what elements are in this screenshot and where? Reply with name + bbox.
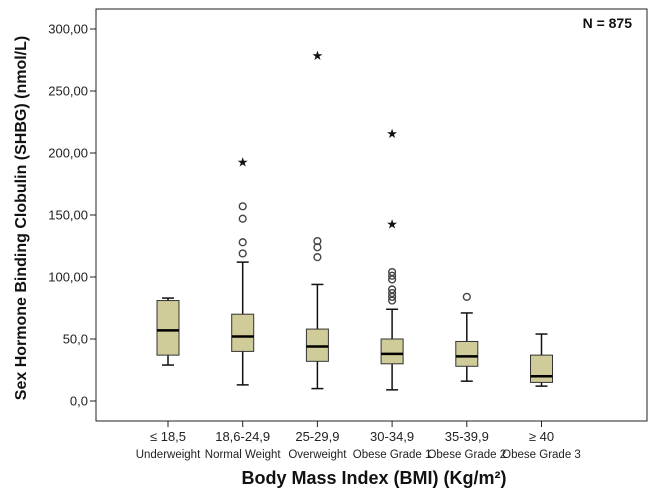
x-tick-sublabel: Overweight xyxy=(288,449,347,461)
outlier-point xyxy=(238,214,247,223)
extreme-point: ★ xyxy=(386,127,398,142)
outlier-point xyxy=(388,285,397,294)
x-tick-label: 35-39,9 xyxy=(445,429,489,444)
box-group: ★★ xyxy=(380,127,404,391)
extreme-point: ★ xyxy=(386,218,398,233)
outlier-point xyxy=(388,289,397,298)
x-axis-title: Body Mass Index (BMI) (Kg/m²) xyxy=(241,468,506,488)
y-tick-label: 200,00 xyxy=(48,146,88,161)
x-tick-label: 18,6-24,9 xyxy=(215,429,270,444)
box-group xyxy=(530,333,553,387)
box-iqr xyxy=(380,338,404,365)
outlier-point xyxy=(313,253,322,262)
outlier-point xyxy=(462,292,471,301)
box-iqr xyxy=(455,340,479,367)
x-tick-sublabel: Normal Weight xyxy=(205,449,282,461)
x-tick-label: 25-29,9 xyxy=(295,429,339,444)
box-group: ★ xyxy=(231,156,255,386)
y-tick-label: 250,00 xyxy=(48,84,88,99)
x-tick-sublabel: Obese Grade 3 xyxy=(502,449,581,461)
x-tick-label: ≤ 18,5 xyxy=(150,429,186,444)
outlier-point xyxy=(238,202,247,211)
x-tick-sublabel: Obese Grade 1 xyxy=(353,449,432,461)
y-tick-label: 50,0 xyxy=(63,332,88,347)
box-group xyxy=(455,292,479,382)
box-group: ★ xyxy=(305,49,329,390)
y-tick-label: 300,00 xyxy=(48,22,88,37)
outlier-point xyxy=(388,271,397,280)
box-iqr xyxy=(530,354,553,383)
boxes: ★★★★ xyxy=(156,49,553,391)
box-iqr xyxy=(231,313,255,352)
box-iqr xyxy=(156,300,180,356)
x-axis: ≤ 18,5 Underweight 18,6-24,9 Normal Weight 2… xyxy=(136,421,581,461)
x-tick-sublabel: Obese Grade 2 xyxy=(427,449,506,461)
y-tick-label: 150,00 xyxy=(48,208,88,223)
y-tick-label: 100,00 xyxy=(48,270,88,285)
extreme-point: ★ xyxy=(237,156,249,171)
y-axis-title: Sex Hormone Binding Clobulin (SHBG) (nmo… xyxy=(13,36,30,400)
outlier-point xyxy=(388,267,397,277)
y-axis: 0,0 50,0 100,00 150,00 200,00 250,00 300,00 xyxy=(48,22,96,409)
outlier-point xyxy=(238,249,247,258)
sample-size-annotation: N = 875 xyxy=(583,15,633,31)
outlier-point xyxy=(313,236,322,246)
x-tick-sublabel: Underweight xyxy=(136,449,201,461)
extreme-point: ★ xyxy=(312,49,324,64)
x-tick-label: ≥ 40 xyxy=(529,429,554,444)
box-group xyxy=(156,297,180,366)
plot-frame xyxy=(95,8,648,422)
outlier-point xyxy=(238,238,247,247)
x-tick-label: 30-34,9 xyxy=(370,429,414,444)
y-tick-label: 0,0 xyxy=(70,394,88,409)
